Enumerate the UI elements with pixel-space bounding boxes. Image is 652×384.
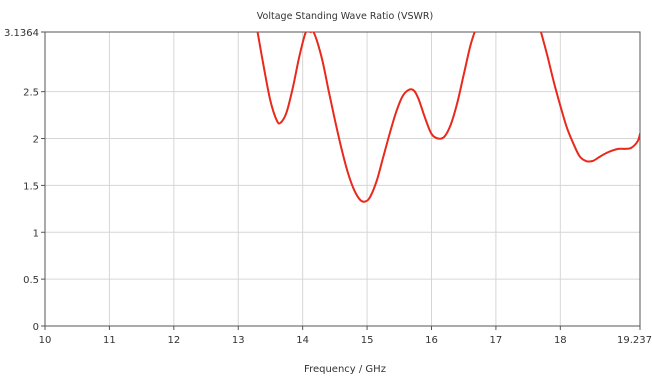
series-line-1 <box>256 32 476 203</box>
x-tick-label: 10 <box>39 335 52 346</box>
x-axis-label: Frequency / GHz <box>304 364 386 375</box>
x-tick-label: 11 <box>103 335 116 346</box>
x-tick-label: 19.237 <box>617 335 652 346</box>
data-series <box>256 32 640 203</box>
x-tick-label: 16 <box>425 335 438 346</box>
x-tick-label: 14 <box>296 335 309 346</box>
y-tick-label: 1.5 <box>23 181 39 192</box>
chart-title: Voltage Standing Wave Ratio (VSWR) <box>257 11 433 22</box>
x-tick-label: 15 <box>361 335 374 346</box>
y-tick-label: 2 <box>33 135 39 146</box>
y-tick-label: 3.1364 <box>4 28 39 39</box>
grid <box>45 32 640 326</box>
x-tick-label: 12 <box>167 335 180 346</box>
x-tick-label: 13 <box>232 335 245 346</box>
series-line-2 <box>539 32 640 163</box>
plot-area-frame <box>44 31 641 327</box>
y-tick-label: 2.5 <box>23 88 39 99</box>
x-tick-label: 17 <box>490 335 503 346</box>
y-tick-label: 0 <box>33 322 39 333</box>
y-tick-label: 0.5 <box>23 275 39 286</box>
axis-ticks: 10 11 12 13 14 15 16 17 18 19.237 0 0.5 1 1.5 2 2.5 3.13… <box>4 28 652 346</box>
y-tick-label: 1 <box>33 228 39 239</box>
x-tick-label: 18 <box>554 335 567 346</box>
